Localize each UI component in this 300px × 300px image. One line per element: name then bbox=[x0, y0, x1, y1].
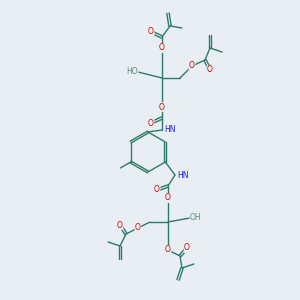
Text: HO: HO bbox=[126, 68, 138, 76]
Text: O: O bbox=[154, 185, 160, 194]
Text: O: O bbox=[165, 245, 171, 254]
Text: OH: OH bbox=[190, 214, 202, 223]
Text: O: O bbox=[165, 194, 171, 202]
Text: O: O bbox=[159, 44, 165, 52]
Text: O: O bbox=[159, 103, 165, 112]
Text: O: O bbox=[184, 244, 190, 253]
Text: O: O bbox=[135, 224, 141, 232]
Text: HN: HN bbox=[164, 125, 176, 134]
Text: O: O bbox=[148, 118, 154, 127]
Text: O: O bbox=[148, 28, 154, 37]
Text: O: O bbox=[189, 61, 195, 70]
Text: O: O bbox=[207, 65, 213, 74]
Text: O: O bbox=[117, 220, 123, 230]
Text: HN: HN bbox=[177, 170, 188, 179]
